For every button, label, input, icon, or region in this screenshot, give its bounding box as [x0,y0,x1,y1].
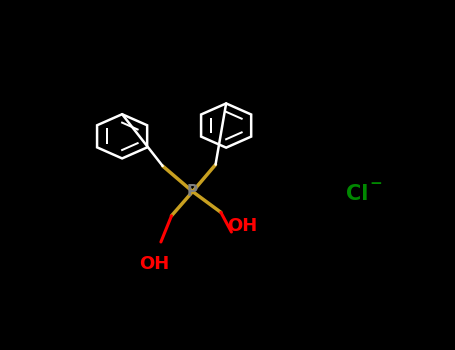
Text: OH: OH [139,254,169,273]
Text: P: P [187,184,198,199]
Text: −: − [369,176,382,191]
Polygon shape [201,104,251,148]
Text: OH: OH [227,217,257,235]
Polygon shape [97,114,147,159]
Text: Cl: Cl [346,184,369,204]
